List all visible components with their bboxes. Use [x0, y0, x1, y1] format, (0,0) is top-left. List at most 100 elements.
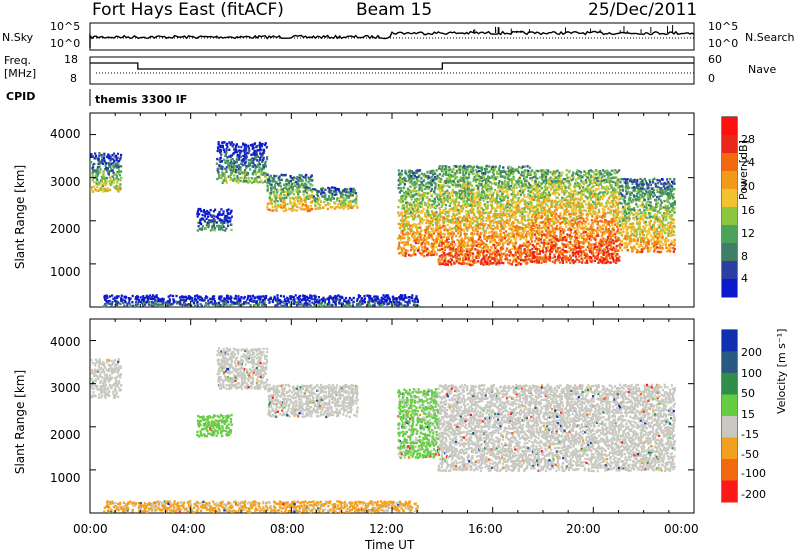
power-cell [244, 176, 248, 180]
power-cell [350, 187, 353, 191]
power-cell [432, 247, 435, 251]
power-cell [556, 191, 559, 194]
power-cell [518, 246, 521, 249]
power-cell [557, 182, 560, 186]
power-cell [476, 222, 480, 225]
power-cell [423, 194, 426, 198]
power-cell [553, 260, 557, 264]
power-cell [566, 244, 570, 247]
power-cell [428, 191, 431, 194]
power-cell [418, 194, 421, 197]
cpid-label: CPID [6, 90, 36, 103]
power-cell [534, 247, 537, 250]
power-cell [282, 206, 286, 209]
power-cell [353, 204, 356, 207]
power-cell [579, 247, 582, 250]
power-cell [493, 244, 496, 247]
power-cell [532, 222, 535, 225]
power-cell [294, 189, 297, 192]
power-cell [446, 189, 449, 193]
power-cell [575, 239, 578, 242]
power-cell [484, 172, 487, 176]
power-cell [430, 210, 433, 213]
power-cell [491, 231, 494, 234]
power-cell [495, 255, 498, 258]
power-cell [541, 215, 544, 218]
power-cell [520, 235, 523, 238]
power-cell [303, 196, 306, 199]
power-cell [427, 215, 430, 218]
power-cell [559, 182, 563, 186]
power-cell [401, 205, 404, 208]
power-cell [196, 215, 199, 218]
power-cell [480, 182, 483, 186]
power-cell [595, 234, 598, 238]
power-cell [281, 200, 284, 203]
power-cell [427, 250, 430, 253]
power-cell [543, 206, 546, 209]
power-cell [112, 173, 116, 177]
power-cell [531, 204, 534, 208]
power-cell [570, 228, 573, 232]
power-cell [333, 207, 336, 210]
power-cell [516, 169, 519, 173]
power-cell [405, 241, 408, 244]
power-cell [531, 197, 534, 200]
power-cell [469, 165, 472, 168]
power-cell [419, 228, 423, 231]
power-cell [99, 160, 102, 164]
power-cell [525, 211, 528, 214]
power-cell [407, 253, 411, 257]
power-cell [589, 238, 593, 242]
power-cell [473, 213, 476, 217]
power-cell [586, 190, 589, 194]
power-cell [321, 195, 324, 198]
power-cell [443, 192, 446, 196]
power-cell [349, 206, 352, 209]
power-cell [460, 240, 463, 243]
power-cell [566, 258, 569, 261]
power-cell [94, 188, 97, 191]
power-cell [294, 180, 297, 184]
power-cell [550, 199, 553, 203]
power-cell [572, 208, 576, 211]
power-cell [493, 188, 497, 192]
power-cell [546, 173, 549, 176]
power-cell [509, 249, 512, 252]
power-cell [484, 185, 487, 189]
power-cell [616, 230, 619, 233]
power-cell [495, 209, 498, 213]
power-cell [230, 171, 233, 174]
power-cell [548, 211, 552, 214]
power-cell [484, 229, 487, 232]
power-cell [244, 161, 247, 165]
power-cell [492, 178, 496, 182]
power-cell [610, 223, 614, 226]
power-cell [520, 187, 523, 190]
power-cell [424, 187, 427, 191]
power-cell [218, 174, 221, 177]
power-cell [551, 246, 554, 250]
power-cell [546, 171, 549, 174]
power-cell [91, 155, 94, 158]
power-cell [550, 179, 553, 182]
power-cell [445, 168, 448, 172]
power-cell [401, 234, 404, 237]
power-cell [471, 194, 474, 198]
power-cell [506, 218, 509, 222]
power-cell [477, 187, 480, 190]
power-cell [421, 246, 424, 249]
power-cell [482, 241, 485, 244]
power-cell [612, 226, 615, 229]
power-cell [272, 179, 275, 182]
power-cell [566, 195, 569, 198]
power-cell [467, 191, 470, 195]
power-cell [574, 251, 577, 255]
power-cell [552, 186, 555, 189]
power-cell [442, 235, 445, 239]
power-cell [580, 179, 583, 182]
power-cell [229, 217, 232, 220]
power-cell [307, 207, 310, 210]
power-cell [292, 178, 295, 181]
power-cell [576, 182, 580, 185]
